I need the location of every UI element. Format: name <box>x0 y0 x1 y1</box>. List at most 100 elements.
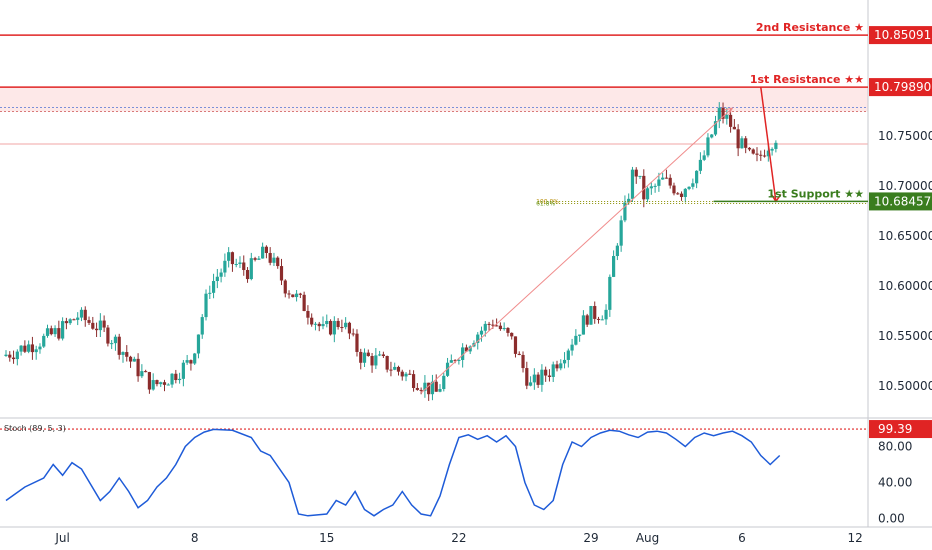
candle-body <box>528 382 533 386</box>
candle-body <box>162 382 167 385</box>
candle-body <box>506 327 510 333</box>
candle-body <box>253 258 257 260</box>
candle-body <box>736 129 740 149</box>
candle-body <box>215 276 219 282</box>
candle-body <box>759 154 763 156</box>
candle-body <box>695 170 699 184</box>
date-tick-label: Aug <box>636 531 659 545</box>
candle-body <box>521 354 525 369</box>
candle-body <box>11 357 16 360</box>
candle-body <box>608 276 612 310</box>
candle-body <box>374 355 378 366</box>
level-value-tag <box>869 192 932 211</box>
candle-body <box>302 294 306 311</box>
candle-body <box>679 193 684 197</box>
candle-body <box>562 359 567 364</box>
candle-body <box>589 306 593 325</box>
date-tick-label: 8 <box>191 531 199 545</box>
candle-body <box>185 360 189 363</box>
candle-body <box>698 159 702 171</box>
candle-body <box>774 142 778 149</box>
candle-body <box>38 346 42 350</box>
price-tick-label: 10.50000 <box>878 379 932 393</box>
stoch-tick-label: 0.00 <box>878 512 905 526</box>
candle-body <box>570 344 574 351</box>
candle-body <box>347 322 352 334</box>
stoch-reference-text: 99.39 <box>878 422 912 436</box>
date-tick-label: 12 <box>847 531 862 545</box>
candle-body <box>313 323 318 325</box>
candle-body <box>664 177 669 179</box>
candle-body <box>461 347 465 360</box>
candle-body <box>279 266 284 281</box>
date-tick-label: 15 <box>319 531 334 545</box>
candle-body <box>385 356 389 370</box>
candle-body <box>4 354 8 356</box>
candle-body <box>619 220 623 246</box>
candle-body <box>264 246 268 253</box>
candle-body <box>174 373 178 381</box>
candle-body <box>483 323 487 331</box>
candle-body <box>442 375 446 390</box>
candle-body <box>340 327 344 329</box>
candle-body <box>53 328 57 335</box>
candle-body <box>268 252 272 263</box>
candle-body <box>272 257 276 263</box>
candle-body <box>193 353 197 364</box>
level-value-tag <box>869 78 932 97</box>
candle-body <box>457 359 461 361</box>
candle-body <box>72 319 76 321</box>
candle-body <box>634 169 638 177</box>
candle-body <box>676 193 680 195</box>
candle-body <box>683 188 687 197</box>
candle-body <box>64 321 68 324</box>
candle-body <box>464 347 469 352</box>
candle-body <box>249 258 253 280</box>
candle-body <box>117 336 121 355</box>
candle-body <box>721 107 725 119</box>
candle-body <box>128 356 133 362</box>
candle-body <box>287 293 291 295</box>
candle-body <box>612 256 616 277</box>
candle-body <box>306 310 310 318</box>
candle-body <box>49 328 53 335</box>
candle-body <box>245 270 250 280</box>
trend-arrow-line <box>420 107 733 394</box>
candle-body <box>359 351 363 363</box>
candle-body <box>687 186 691 189</box>
price-tick-label: 10.65000 <box>878 229 932 243</box>
candle-body <box>325 320 329 325</box>
candle-body <box>42 335 46 347</box>
candle-body <box>415 387 419 390</box>
candle-body <box>257 258 261 260</box>
level-value-tag <box>869 26 932 45</box>
candle-body <box>495 325 499 327</box>
candle-body <box>744 138 748 148</box>
candle-body <box>23 345 27 352</box>
candle-body <box>404 373 408 377</box>
candle-body <box>298 293 302 295</box>
candle-body <box>15 351 19 360</box>
candle-body <box>34 349 38 353</box>
candle-body <box>710 134 714 138</box>
candle-body <box>740 138 744 149</box>
candle-body <box>336 320 340 328</box>
candle-body <box>328 320 333 335</box>
projection-arrow-line <box>760 87 777 202</box>
stoch-tick-label: 40.00 <box>878 476 912 490</box>
candle-body <box>438 389 442 392</box>
candle-body <box>559 363 563 369</box>
candle-body <box>294 293 299 298</box>
candle-body <box>502 327 506 330</box>
candle-body <box>585 315 589 325</box>
candle-body <box>755 153 759 155</box>
stoch-series-line <box>5 428 781 517</box>
candle-body <box>747 147 752 150</box>
candle-body <box>400 371 404 377</box>
candle-body <box>155 380 159 385</box>
candle-body <box>57 328 61 339</box>
candle-body <box>219 272 223 277</box>
candle-body <box>211 281 216 293</box>
resistance-level-name: 2nd Resistance ★ <box>756 21 864 34</box>
